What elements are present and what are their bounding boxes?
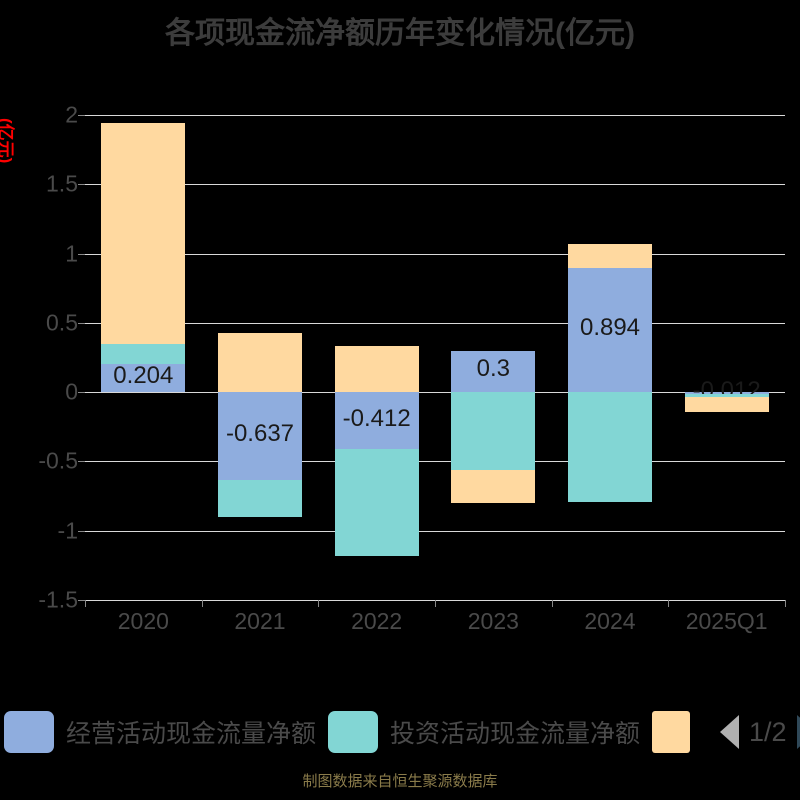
bar-segment[interactable]: [218, 332, 302, 393]
bar-group[interactable]: -0.637: [218, 115, 302, 600]
footer-source-note: 制图数据来自恒生聚源数据库: [302, 773, 498, 790]
legend-label-1: 投资活动现金流量净额: [390, 720, 641, 748]
plot-area: 0.204 -0.637 -0.412 0.3 0.894 -0.012: [85, 115, 785, 601]
y-axis-tick-mark: [78, 184, 85, 186]
bar-group[interactable]: -0.412: [334, 115, 419, 600]
x-axis-tick-mark: [85, 600, 86, 607]
gridline: [85, 184, 785, 186]
legend-item-0[interactable]: 经营活动现金流量净额: [4, 711, 316, 753]
bar-segment[interactable]: [218, 480, 302, 518]
bar-group[interactable]: -0.012: [684, 115, 769, 600]
bar-group[interactable]: 0.894: [568, 115, 652, 600]
bar-segment[interactable]: [684, 392, 769, 394]
x-axis-tick-label: 2022: [351, 608, 403, 634]
y-axis-tick-mark: [78, 461, 85, 463]
legend-swatch-icon-1: [328, 711, 379, 753]
bar-segment[interactable]: [568, 392, 652, 502]
pager-prev-arrow-icon[interactable]: [720, 715, 740, 749]
x-axis-tick-label: 2024: [584, 608, 636, 634]
y-axis-tick-label: -1.5: [38, 586, 78, 613]
bar-segment[interactable]: [568, 268, 652, 393]
y-axis-tick-label: 0: [65, 378, 78, 405]
y-axis-tick-labels: 2 1.5 1 0.5 0 -0.5 -1 -1.5: [0, 102, 78, 613]
gridline: [85, 530, 785, 532]
y-axis-tick-mark: [78, 392, 85, 394]
legend-item-2[interactable]: [652, 711, 702, 753]
y-axis-tick-label: -0.5: [38, 447, 78, 474]
x-axis-tick-mark: [201, 600, 203, 607]
x-axis-tick-label: 2020: [117, 608, 169, 634]
y-axis-tick-mark: [78, 322, 85, 324]
gridline: [85, 253, 785, 255]
bar-group[interactable]: 0.204: [101, 115, 186, 600]
bar-segment[interactable]: [568, 244, 652, 269]
bar-segment[interactable]: [684, 393, 769, 398]
bar-segment[interactable]: [451, 392, 536, 471]
bar-segment[interactable]: [101, 343, 186, 364]
y-axis-tick-mark: [78, 600, 85, 601]
pager-next-arrow-icon[interactable]: [796, 715, 800, 749]
bar-segment[interactable]: [101, 363, 186, 393]
x-axis-tick-mark: [551, 600, 553, 607]
y-axis-tick-label: 1: [65, 240, 78, 267]
chart-legend: 经营活动现金流量净额 投资活动现金流量净额 1/2: [0, 706, 800, 758]
x-axis-tick-mark: [435, 600, 436, 607]
y-axis-tick-mark: [78, 115, 85, 116]
x-axis-tick-label: 2023: [467, 608, 519, 634]
x-axis-tick-mark: [785, 600, 786, 607]
bar-segment[interactable]: [451, 350, 536, 393]
bar-segment[interactable]: [101, 122, 186, 344]
bar-group[interactable]: 0.3: [451, 115, 536, 600]
pager-page-indicator: 1/2: [749, 716, 787, 747]
y-axis-tick-label: 2: [65, 101, 78, 128]
gridline: [85, 322, 785, 324]
bar-segment[interactable]: [334, 392, 419, 450]
bar-segment[interactable]: [334, 449, 419, 556]
x-axis-tick-mark: [668, 600, 670, 607]
y-axis-tick-marks: [78, 115, 86, 601]
gridline: [85, 115, 785, 116]
legend-swatch-icon-2: [652, 711, 691, 753]
x-axis-tick-label: 2025Q1: [685, 608, 768, 634]
legend-swatch-icon-0: [4, 711, 54, 753]
legend-item-1[interactable]: 投资活动现金流量净额: [328, 711, 640, 753]
y-axis-tick-label: -1: [57, 517, 78, 544]
legend-pager: 1/2: [720, 715, 800, 749]
legend-label-0: 经营活动现金流量净额: [66, 720, 317, 748]
bar-segment[interactable]: [334, 346, 419, 393]
x-axis-tick-mark: [318, 600, 320, 607]
gridline: [85, 461, 785, 463]
y-axis-tick-label: 1.5: [46, 170, 78, 197]
y-axis-tick-label: 0.5: [46, 309, 78, 336]
bar-segment[interactable]: [218, 392, 302, 481]
y-axis-tick-mark: [78, 253, 85, 255]
gridline: [85, 392, 785, 394]
bar-segment[interactable]: [451, 470, 536, 503]
y-axis-tick-mark: [78, 530, 85, 532]
bar-segment[interactable]: [684, 397, 769, 412]
x-axis-tick-label: 2021: [234, 608, 286, 634]
chart-title: 各项现金流净额历年变化情况(亿元): [165, 17, 635, 50]
